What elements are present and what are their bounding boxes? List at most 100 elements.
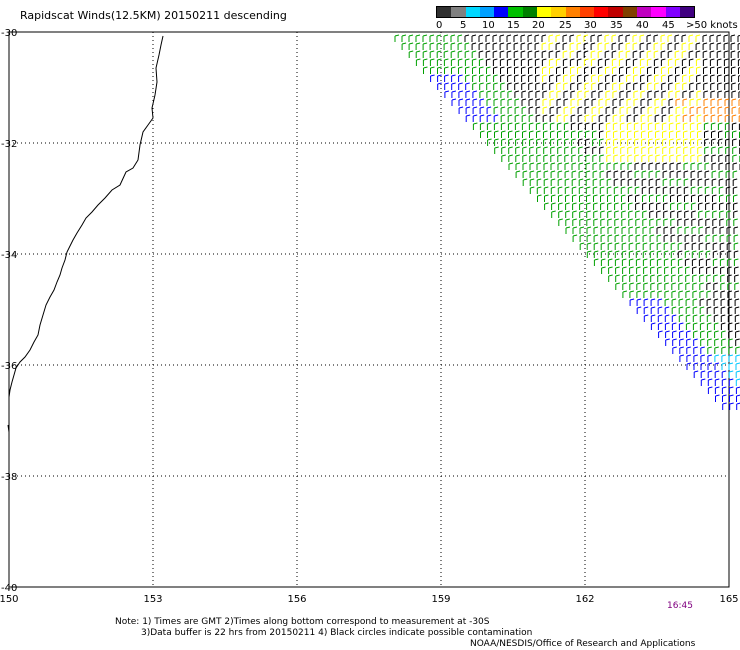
wind-barb [564, 186, 570, 194]
wind-barb [664, 322, 670, 330]
wind-barb [734, 282, 739, 290]
wind-barb [621, 226, 627, 234]
wind-barb [520, 34, 526, 42]
lat-tick-label: -40 [1, 583, 17, 594]
wind-barb [557, 162, 563, 170]
wind-barb [485, 58, 491, 66]
wind-barb [737, 59, 740, 66]
wind-barb [726, 234, 732, 242]
wind-barb [710, 66, 715, 74]
wind-barb [585, 154, 590, 162]
wind-barb [612, 90, 618, 98]
wind-barb [717, 90, 723, 98]
wind-barb [634, 130, 639, 138]
wind-barb [718, 154, 723, 162]
colorbar-swatch [594, 7, 609, 17]
wind-barb [639, 34, 645, 42]
wind-barb [710, 114, 716, 122]
wind-barb [535, 98, 541, 106]
wind-barb [707, 378, 713, 386]
wind-barb [713, 298, 719, 306]
wind-barb [451, 66, 456, 74]
wind-barb [536, 154, 541, 162]
map-gridlines [8, 31, 730, 588]
wind-barb [614, 226, 620, 234]
wind-barb [725, 186, 731, 194]
wind-barb [647, 122, 653, 130]
wind-barb [671, 274, 676, 282]
wind-barb [698, 226, 704, 234]
wind-barb [556, 66, 561, 74]
wind-barb [663, 258, 669, 266]
wind-barb [684, 250, 690, 258]
wind-barb [718, 146, 723, 154]
wind-barb [579, 202, 584, 210]
wind-barb [590, 34, 596, 42]
wind-barb [487, 138, 492, 146]
wind-barb [515, 154, 520, 162]
wind-barb [714, 386, 720, 394]
wind-barbs-swath [394, 34, 740, 410]
wind-barb [563, 74, 568, 82]
wind-barb [570, 122, 576, 130]
wind-barb [714, 346, 719, 354]
wind-barb [721, 338, 726, 346]
wind-barb [621, 194, 626, 202]
wind-barb [465, 74, 470, 82]
wind-barb [612, 114, 618, 122]
wind-barb [507, 74, 512, 82]
wind-barb [692, 306, 698, 314]
wind-barb [675, 114, 681, 122]
wind-barb [436, 42, 442, 50]
wind-barb [716, 34, 722, 42]
colorbar-swatch [536, 7, 552, 17]
wind-barb [614, 242, 620, 250]
wind-barb [717, 114, 723, 122]
lat-tick-label: -30 [1, 28, 17, 39]
wind-barb [557, 170, 563, 178]
wind-barb [641, 170, 647, 178]
wind-barb [707, 338, 712, 346]
wind-barb [731, 90, 737, 98]
wind-barb [725, 138, 730, 146]
wind-barb [679, 330, 684, 338]
wind-barb [621, 250, 627, 258]
wind-barb [457, 34, 463, 42]
wind-barb [724, 82, 729, 90]
wind-barb [585, 130, 590, 138]
wind-barb [576, 34, 582, 42]
wind-barb [571, 146, 576, 154]
wind-barb [528, 66, 533, 74]
wind-barb [628, 250, 634, 258]
wind-barb [654, 82, 659, 90]
wind-barb [707, 354, 713, 362]
wind-barb [429, 50, 435, 58]
wind-barb [650, 306, 656, 314]
wind-barb [541, 42, 547, 50]
wind-barb [656, 194, 661, 202]
wind-barb [585, 178, 591, 186]
wind-barb [721, 346, 726, 354]
wind-barb [717, 66, 722, 74]
wind-barb [647, 90, 653, 98]
wind-barb [720, 298, 726, 306]
wind-barb [656, 202, 661, 210]
wind-barb [650, 290, 656, 298]
wind-barb [647, 74, 652, 82]
wind-barb [693, 354, 699, 362]
wind-barb [700, 346, 705, 354]
wind-barb [584, 122, 590, 130]
wind-barb [707, 386, 713, 394]
colorbar-label: 10 [482, 20, 495, 31]
wind-barb [614, 250, 620, 258]
wind-barb [550, 178, 556, 186]
wind-barb [613, 138, 618, 146]
wind-barb [727, 298, 733, 306]
wind-barb [686, 346, 691, 354]
wind-barb [706, 290, 712, 298]
wind-barb [542, 114, 548, 122]
wind-barb [558, 210, 563, 218]
wind-barb [577, 114, 583, 122]
wind-barb [696, 122, 702, 130]
wind-barb [655, 138, 660, 146]
